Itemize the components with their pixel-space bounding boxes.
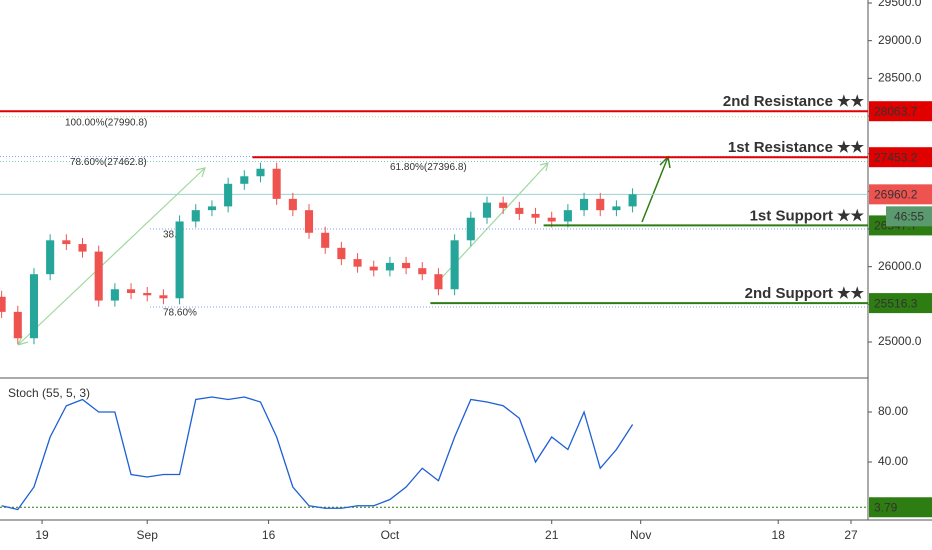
candle-body [224,183,233,207]
stoch-line [1,396,634,511]
candle-body [434,274,443,290]
candle-body [288,198,297,211]
candle-body [94,251,103,301]
candle-body [110,289,119,301]
level-label: 2nd Resistance ★★ [723,93,865,110]
x-tick-label: 16 [262,528,276,542]
candle-body [385,262,394,271]
x-tick-label: Nov [630,528,651,542]
x-tick-label: Oct [381,528,400,542]
candle-body [143,293,152,296]
candle-body [580,198,589,211]
candle-body [0,296,6,312]
candle-body [450,240,459,290]
y-tick-label: 29500.0 [878,0,922,9]
fib-label: 78.60% [163,308,197,319]
candle-body [563,210,572,222]
candle-body [402,262,411,269]
price-label: 25516.3 [874,296,918,310]
x-tick-label: 18 [772,528,786,542]
candle-body [499,202,508,208]
candle-body [46,240,55,275]
stoch-title: Stoch (55, 5, 3) [8,386,90,400]
fib-label: 100.00%(27990.8) [65,117,147,128]
x-tick-label: Sep [137,528,159,542]
price-label: 27453.2 [874,150,918,164]
price-label-box [869,184,932,205]
candle-body [515,207,524,214]
arrow [17,167,206,346]
price-label: 28063.7 [874,104,918,118]
y-tick-label: 25000.0 [878,334,922,348]
candle-body [78,244,87,252]
candle-body [547,217,556,222]
x-tick-label: 21 [545,528,559,542]
candle-body [207,206,216,211]
y-tick-label: 80.00 [878,404,908,418]
candle-body [531,213,540,218]
candle-body [321,232,330,248]
price-label-box [869,101,932,122]
candle-body [240,176,249,184]
level-label: 2nd Support ★★ [745,285,865,302]
level-label: 1st Support ★★ [750,207,865,224]
level-label: 1st Resistance ★★ [728,139,865,156]
price-label: 3.79 [874,500,898,514]
price-label-box [869,293,932,314]
candle-body [337,247,346,260]
candle-body [304,210,314,233]
candle-body [353,259,362,267]
candle-body [29,274,39,339]
fib-label: 78.60%(27462.8) [70,157,147,168]
candle-body [466,217,475,241]
candle-body [272,168,281,199]
candle-body [159,295,168,299]
countdown: 46:55 [894,210,924,224]
countdown-box [886,206,932,227]
y-tick-label: 29000.0 [878,33,922,47]
candle-body [127,289,136,294]
price-label: 26960.2 [874,188,918,202]
y-tick-label: 26000.0 [878,259,922,273]
candle-body [62,240,71,245]
price-label-box [869,147,932,168]
candle-body [482,202,492,218]
candle-body [13,311,22,339]
candle-body [175,221,184,299]
candle-body [418,268,427,275]
candle-body [596,198,605,211]
fib-label: 38.2 [163,230,183,241]
y-tick-label: 28500.0 [878,71,922,85]
price-label-box [869,497,932,518]
candle-body [191,210,200,222]
y-tick-label: 40.00 [878,454,908,468]
candle-body [369,266,378,271]
candle-body [256,168,265,177]
candle-body [628,194,637,207]
fib-label: 61.80%(27396.8) [390,162,467,173]
x-tick-label: 19 [35,528,49,542]
candle-body [612,206,621,211]
x-tick-label: 27 [844,528,858,542]
